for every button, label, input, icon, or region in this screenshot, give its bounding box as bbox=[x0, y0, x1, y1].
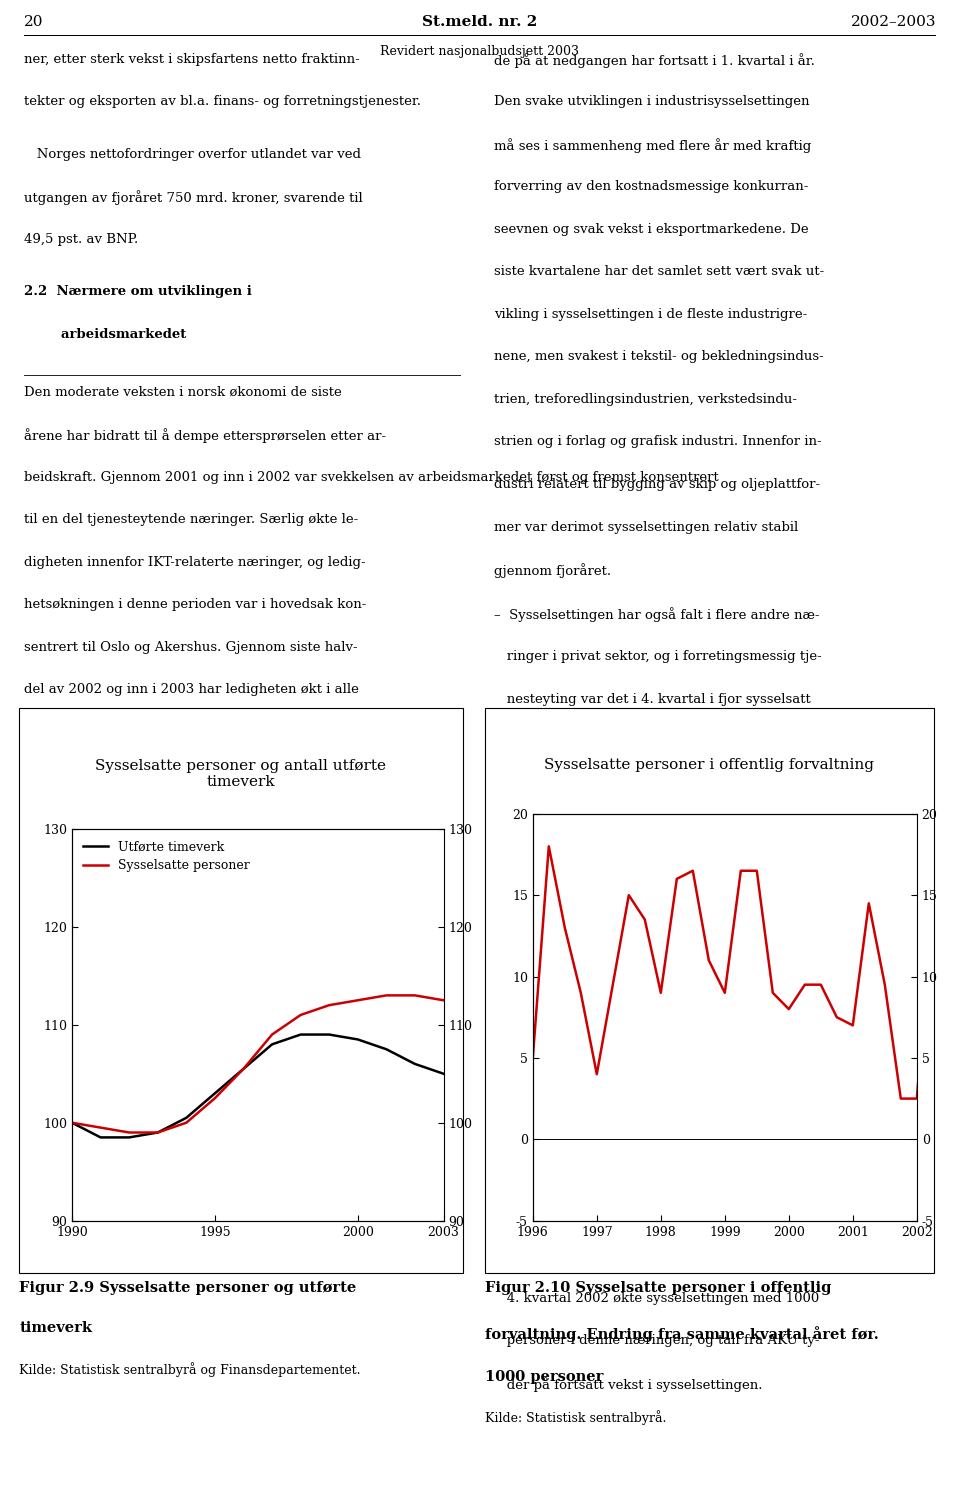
Text: var det ifølge det kvartalsvise nasjonalregnska-: var det ifølge det kvartalsvise nasjonal… bbox=[494, 992, 826, 1005]
Text: forhold til ett år tidligere. Fra 4. kvartal 2001 til: forhold til ett år tidligere. Fra 4. kva… bbox=[494, 1249, 831, 1264]
Text: 20: 20 bbox=[24, 15, 43, 29]
Text: trien, treforedlingsindustrien, verkstedsindu-: trien, treforedlingsindustrien, verksted… bbox=[494, 393, 798, 405]
Text: seg svakt.: seg svakt. bbox=[494, 862, 574, 876]
Text: personer i denne næringen, og tall fra AKU ty-: personer i denne næringen, og tall fra A… bbox=[494, 1334, 820, 1347]
Text: 2002–2003: 2002–2003 bbox=[851, 15, 936, 29]
Text: vikling i sysselsettingen i de fleste industrigre-: vikling i sysselsettingen i de fleste in… bbox=[494, 307, 807, 321]
Text: 5000 færre personer enn i samme periode ett år: 5000 færre personer enn i samme periode … bbox=[494, 735, 832, 750]
Text: Den moderate veksten i norsk økonomi de siste: Den moderate veksten i norsk økonomi de … bbox=[24, 386, 342, 398]
Text: antall undersysselsatte, dvs. deltidssysselsatte som: antall undersysselsatte, dvs. deltidssys… bbox=[24, 992, 368, 1005]
Text: pet sysselsatt om lag 2000 flere personer enn i: pet sysselsatt om lag 2000 flere persone… bbox=[494, 1035, 822, 1047]
Text: nene, men svakest i tekstil- og bekledningsindus-: nene, men svakest i tekstil- og bekledni… bbox=[494, 351, 824, 363]
Text: St.meld. nr. 2: St.meld. nr. 2 bbox=[422, 15, 538, 29]
Text: settingen i 1. kvartal i år fortsatt er høyere enn: settingen i 1. kvartal i år fortsatt er … bbox=[494, 1120, 825, 1135]
Text: 1000 personer: 1000 personer bbox=[485, 1370, 603, 1385]
Text: til en del tjenesteytende næringer. Særlig økte le-: til en del tjenesteytende næringer. Særl… bbox=[24, 512, 358, 526]
FancyBboxPatch shape bbox=[485, 708, 934, 1273]
Text: ner, etter sterk vekst i skipsfartens netto fraktinn-: ner, etter sterk vekst i skipsfartens ne… bbox=[24, 53, 360, 66]
Text: –   Industrisysselsettingen avtok med 8000 perso-: – Industrisysselsettingen avtok med 8000… bbox=[24, 1163, 356, 1177]
Text: må ses i sammenheng med flere år med kraftig: må ses i sammenheng med flere år med kra… bbox=[494, 137, 811, 152]
Text: samme kvartal året før, og AKU viser at syssel-: samme kvartal året før, og AKU viser at … bbox=[494, 1078, 822, 1093]
Text: Figur 2.10 Sysselsatte personer i offentlig: Figur 2.10 Sysselsatte personer i offent… bbox=[485, 1281, 831, 1295]
Text: satt høyere enn for ett år siden. I 4. kvartal 2002: satt høyere enn for ett år siden. I 4. k… bbox=[494, 949, 836, 964]
Text: ringer i privat sektor, og i forretingsmessig tje-: ringer i privat sektor, og i forretingsm… bbox=[494, 650, 822, 663]
Text: ner fra 4. kvartal 2001 til 4. kvartal 2002 ifølge: ner fra 4. kvartal 2001 til 4. kvartal 2… bbox=[24, 1207, 359, 1219]
Text: nesteyting var det i 4. kvartal i fjor sysselsatt: nesteyting var det i 4. kvartal i fjor s… bbox=[494, 693, 811, 705]
Text: samme kvartal ett år tidligere. I tillegg viser AKU at: samme kvartal ett år tidligere. I tilleg… bbox=[24, 949, 374, 964]
Text: mer detaljerte trekk ved sysselsettingsutviklingen: mer detaljerte trekk ved sysselsettingsu… bbox=[24, 1078, 360, 1090]
Text: Sysselsatte personer og antall utførte
timeverk: Sysselsatte personer og antall utførte t… bbox=[95, 760, 387, 790]
Text: Den svake utviklingen i industrisysselsettingen: Den svake utviklingen i industrisysselse… bbox=[494, 95, 810, 109]
Text: 2.2  Nærmere om utviklingen i: 2.2 Nærmere om utviklingen i bbox=[24, 285, 252, 298]
Text: 49,5 pst. av BNP.: 49,5 pst. av BNP. bbox=[24, 234, 138, 246]
Text: Sysselsettingen målt i antall personer har avtatt: Sysselsettingen målt i antall personer h… bbox=[24, 779, 361, 794]
Text: forverring av den kostnadsmessige konkurran-: forverring av den kostnadsmessige konkur… bbox=[494, 181, 808, 193]
Text: Figur 2.9 Sysselsatte personer og utførte: Figur 2.9 Sysselsatte personer og utført… bbox=[19, 1281, 356, 1295]
Text: del av 2002 og inn i 2003 har ledigheten økt i alle: del av 2002 og inn i 2003 har ledigheten… bbox=[24, 683, 359, 696]
Text: digheten innenfor IKT-relaterte næringer, og ledig-: digheten innenfor IKT-relaterte næringer… bbox=[24, 556, 366, 568]
Text: telekommunikasjon har sysselsettingen utviklet: telekommunikasjon har sysselsettingen ut… bbox=[494, 820, 827, 833]
Text: mer var derimot sysselsettingen relativ stabil: mer var derimot sysselsettingen relativ … bbox=[494, 520, 799, 533]
Text: ett år tidligere.: ett år tidligere. bbox=[494, 1162, 610, 1177]
Text: der på fortsatt vekst i sysselsettingen.: der på fortsatt vekst i sysselsettingen. bbox=[494, 1377, 763, 1391]
Text: Kilde: Statistisk sentralbyrå.: Kilde: Statistisk sentralbyrå. bbox=[485, 1411, 666, 1424]
Text: –  Innenfor bygg og anlegg er sysselsettingen fort-: – Innenfor bygg og anlegg er sysselsetti… bbox=[494, 907, 832, 921]
Text: årene har bidratt til å dempe ettersprørselen etter ar-: årene har bidratt til å dempe ettersprør… bbox=[24, 428, 386, 443]
Legend: Utførte timeverk, Sysselsatte personer: Utførte timeverk, Sysselsatte personer bbox=[79, 835, 255, 877]
FancyBboxPatch shape bbox=[19, 708, 463, 1273]
Text: de på at nedgangen har fortsatt i 1. kvartal i år.: de på at nedgangen har fortsatt i 1. kva… bbox=[494, 53, 815, 68]
Text: tekter og eksporten av bl.a. finans- og forretningstjenester.: tekter og eksporten av bl.a. finans- og … bbox=[24, 95, 421, 109]
Text: ønsker mer arbeid, økte med 8000 personer. Noen: ønsker mer arbeid, økte med 8000 persone… bbox=[24, 1035, 363, 1047]
Text: Kilde: Statistisk sentralbyrå og Finansdepartementet.: Kilde: Statistisk sentralbyrå og Finansd… bbox=[19, 1362, 361, 1377]
Text: siste kvartalene har det samlet sett vært svak ut-: siste kvartalene har det samlet sett vær… bbox=[494, 265, 825, 279]
Text: er som følger:: er som følger: bbox=[24, 1120, 118, 1133]
Text: tidligere. Også i transportsektoren og i post- og: tidligere. Også i transportsektoren og i… bbox=[494, 778, 827, 793]
Text: utgangen av fjoråret 750 mrd. kroner, svarende til: utgangen av fjoråret 750 mrd. kroner, sv… bbox=[24, 190, 363, 205]
Text: dustri relatert til bygging av skip og oljeplattfor-: dustri relatert til bygging av skip og o… bbox=[494, 478, 821, 491]
Text: beidskraft. Gjennom 2001 og inn i 2002 var svekkelsen av arbeidsmarkedet først o: beidskraft. Gjennom 2001 og inn i 2002 v… bbox=[24, 470, 719, 484]
Text: –  I varehandelen har også sysselsettingen økt i: – I varehandelen har også sysselsettinge… bbox=[494, 1207, 813, 1222]
Text: det foreløpige nasjonalregnskapet. AKU kan ty-: det foreløpige nasjonalregnskapet. AKU k… bbox=[24, 1249, 360, 1263]
Text: strien og i forlag og grafisk industri. Innenfor in-: strien og i forlag og grafisk industri. … bbox=[494, 436, 822, 449]
Text: Revidert nasjonalbudsjett 2003: Revidert nasjonalbudsjett 2003 bbox=[380, 45, 580, 59]
Text: arbeidsmarkedet: arbeidsmarkedet bbox=[24, 329, 186, 341]
Text: sentrert til Oslo og Akershus. Gjennom siste halv-: sentrert til Oslo og Akershus. Gjennom s… bbox=[24, 640, 358, 654]
Text: gjennom fjoråret.: gjennom fjoråret. bbox=[494, 564, 612, 579]
Text: kelse (AKU) sysselsatt 15 000 færre personer enn i: kelse (AKU) sysselsatt 15 000 færre pers… bbox=[24, 907, 367, 921]
Text: Norges nettofordringer overfor utlandet var ved: Norges nettofordringer overfor utlandet … bbox=[24, 148, 361, 161]
Text: fylker og i flere næringer.: fylker og i flere næringer. bbox=[24, 726, 197, 738]
Text: ifølge Statistisk sentralbyrås arbeidskraftundersø-: ifølge Statistisk sentralbyrås arbeidskr… bbox=[24, 865, 362, 880]
Text: siden inngangen til 2002. I 1. kvartal 2003 var det: siden inngangen til 2002. I 1. kvartal 2… bbox=[24, 821, 363, 835]
Text: Sysselsatte personer i offentlig forvaltning: Sysselsatte personer i offentlig forvalt… bbox=[544, 758, 875, 772]
Text: seevnen og svak vekst i eksportmarkedene. De: seevnen og svak vekst i eksportmarkedene… bbox=[494, 223, 809, 237]
Text: –  Sysselsettingen har også falt i flere andre næ-: – Sysselsettingen har også falt i flere … bbox=[494, 607, 820, 622]
Text: 4. kvartal 2002 økte sysselsettingen med 1000: 4. kvartal 2002 økte sysselsettingen med… bbox=[494, 1291, 820, 1305]
Text: forvaltning. Endring fra samme kvartal året før.: forvaltning. Endring fra samme kvartal å… bbox=[485, 1326, 878, 1341]
Text: timeverk: timeverk bbox=[19, 1320, 92, 1335]
Text: hetsøkningen i denne perioden var i hovedsak kon-: hetsøkningen i denne perioden var i hove… bbox=[24, 598, 367, 612]
